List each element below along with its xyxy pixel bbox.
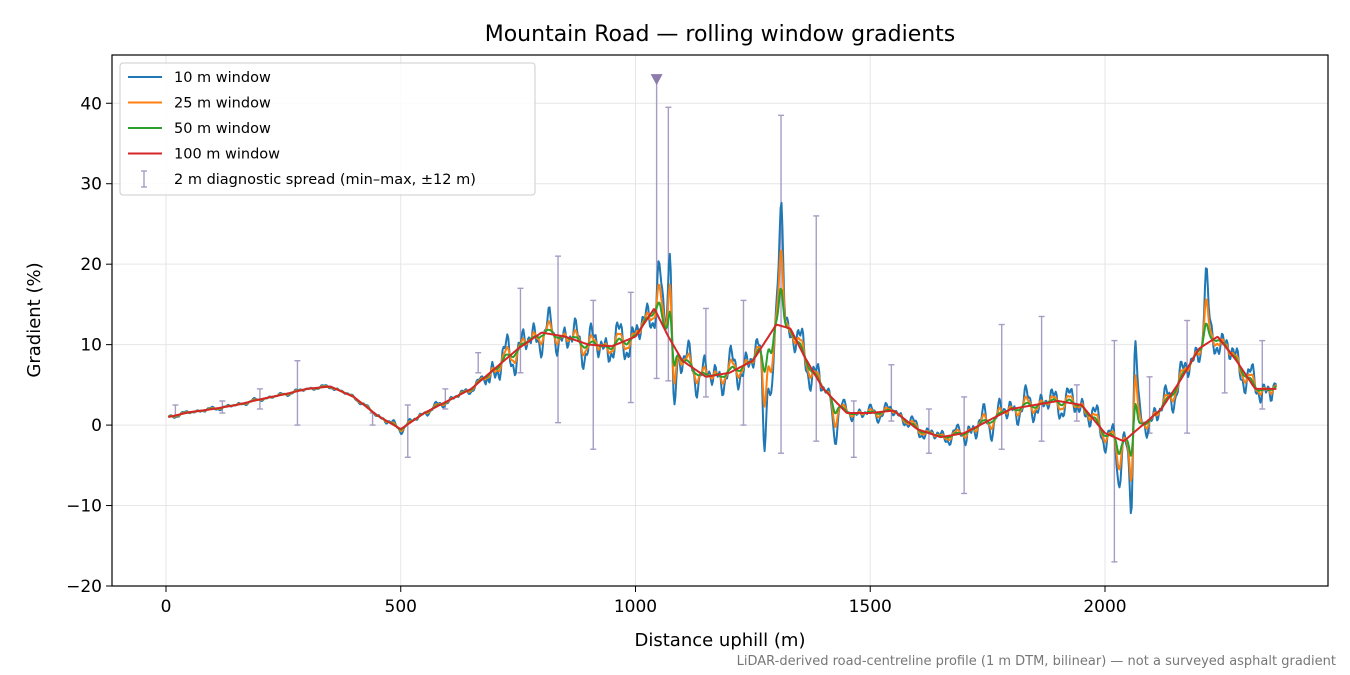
legend-label: 25 m window	[174, 96, 271, 112]
legend-box	[119, 62, 536, 196]
error-bar	[1038, 315, 1045, 442]
error-bar	[1221, 343, 1228, 394]
legend-swatch-errorbar	[141, 170, 147, 188]
x-tick-label: 1000	[614, 597, 657, 617]
legend-label: 100 m window	[174, 147, 280, 163]
x-tick-label: 0	[161, 597, 172, 617]
y-tick-label: 30	[80, 175, 102, 195]
legend-item: 25 m window	[128, 96, 271, 112]
error-bar	[702, 307, 709, 398]
chart-title: Mountain Road — rolling window gradients	[485, 22, 956, 47]
error-bar	[653, 78, 660, 380]
legend-item: 100 m window	[128, 147, 280, 163]
plot-frame	[111, 54, 1329, 587]
error-bar	[590, 299, 597, 450]
x-tick-label: 1500	[849, 597, 892, 617]
error-bar	[778, 114, 785, 454]
y-tick-label: 10	[80, 336, 102, 356]
y-tick-label: 0	[91, 416, 102, 436]
error-bar	[517, 287, 524, 374]
x-axis-label: Distance uphill (m)	[635, 630, 806, 651]
series-line-4	[168, 308, 1277, 442]
y-tick-label: 20	[80, 255, 102, 275]
series-line-1	[168, 201, 1278, 515]
legend-item: 50 m window	[128, 121, 271, 137]
peak-marker	[650, 74, 663, 86]
peak-triangle-marker	[650, 74, 663, 86]
error-bar	[961, 396, 968, 495]
x-axis-ticks: 0 500 1000 1500 2000	[161, 586, 1127, 617]
error-bar	[1111, 339, 1118, 563]
legend-label: 2 m diagnostic spread (min–max, ±12 m)	[174, 172, 476, 188]
y-tick-label: −20	[66, 577, 102, 597]
x-tick-label: 2000	[1083, 597, 1126, 617]
legend-item: 2 m diagnostic spread (min–max, ±12 m)	[141, 170, 476, 188]
footnote: LiDAR-derived road-centreline profile (1…	[737, 654, 1336, 669]
y-axis-label: Gradient (%)	[24, 262, 45, 377]
legend-label: 50 m window	[174, 121, 271, 137]
error-bar	[404, 404, 411, 458]
error-bar	[475, 351, 482, 374]
y-tick-label: −10	[66, 497, 102, 517]
legend-label: 10 m window	[174, 70, 271, 86]
error-bar	[850, 400, 857, 458]
y-axis-ticks: −20 −10 0 10 20 30 40	[66, 94, 112, 597]
error-bar	[998, 323, 1005, 450]
legend: 10 m window 25 m window 50 m window 100 m w…	[119, 62, 536, 196]
error-bar	[294, 360, 301, 426]
series-lines	[168, 201, 1278, 515]
error-bar	[1073, 384, 1080, 422]
error-bar	[813, 215, 820, 442]
error-bar	[740, 299, 747, 426]
series-line-2	[168, 249, 1278, 482]
y-tick-label: 40	[80, 94, 102, 114]
legend-item: 10 m window	[128, 70, 271, 86]
x-tick-label: 500	[385, 597, 417, 617]
